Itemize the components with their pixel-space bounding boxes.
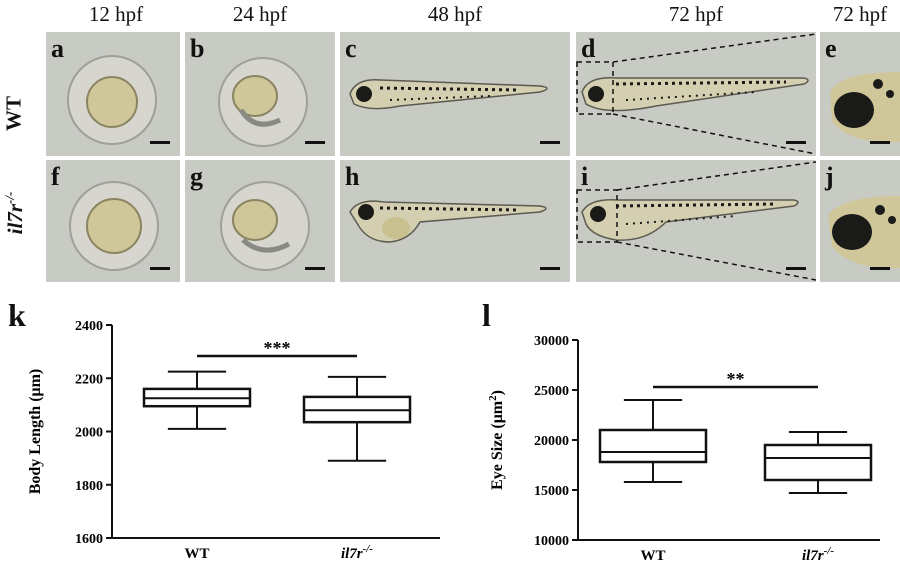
embryo-12hpf-wt <box>67 55 157 145</box>
panel-b: b <box>185 32 335 156</box>
larva-72hpf-mutant <box>576 161 816 281</box>
panel-letter: d <box>581 34 596 63</box>
y-tick-label: 25000 <box>534 384 569 399</box>
time-label-12hpf: 12 hpf <box>88 2 144 26</box>
time-label-48hpf: 48 hpf <box>427 2 483 26</box>
panel-letter: f <box>51 162 60 191</box>
panel-letter: j <box>825 162 834 191</box>
y-axis-label: Body Length (μm) <box>27 369 44 495</box>
time-label-24hpf: 24 hpf <box>232 2 288 26</box>
panel-letter: c <box>345 34 357 63</box>
larva-48hpf-wt <box>349 79 548 110</box>
row-label-wt: WT <box>1 96 26 132</box>
panel-i: i <box>576 160 816 282</box>
scale-bar <box>150 267 170 270</box>
time-label-72hpf-zoom: 72 hpf <box>832 2 888 26</box>
panel-letter: i <box>581 162 589 191</box>
panel-letter: a <box>51 34 64 63</box>
panel-letter: h <box>345 162 360 191</box>
significance-label: ** <box>727 369 745 389</box>
y-tick-label: 30000 <box>534 334 569 349</box>
time-label-72hpf: 72 hpf <box>668 2 724 26</box>
chart-letter-k: k <box>8 297 26 333</box>
significance-label: *** <box>264 338 291 358</box>
y-tick-label: 2400 <box>75 319 103 334</box>
y-tick-label: 2000 <box>75 426 103 441</box>
panel-a: a <box>46 32 180 156</box>
box <box>598 428 708 464</box>
x-category-label: il7r-/- <box>341 543 373 562</box>
chart-letter-l: l <box>482 297 491 333</box>
y-axis-label: Eye Size (μm2) <box>487 390 506 490</box>
scale-bar <box>305 267 325 270</box>
embryo-24hpf-mutant <box>220 181 310 271</box>
larva-head-zoom-wt <box>830 72 900 143</box>
panel-letter: b <box>190 34 205 63</box>
y-tick-label: 1800 <box>75 479 103 494</box>
y-tick-label: 2200 <box>75 372 103 387</box>
y-tick-label: 10000 <box>534 534 569 549</box>
panel-c: c <box>340 32 570 156</box>
scale-bar <box>305 141 325 144</box>
panel-j: j <box>820 160 900 282</box>
panel-d: d <box>576 32 816 156</box>
panel-h: h <box>340 160 570 282</box>
scale-bar <box>540 267 560 270</box>
larva-head-zoom-mutant <box>828 196 900 269</box>
panel-letter: e <box>825 34 837 63</box>
y-tick-label: 20000 <box>534 434 569 449</box>
scale-bar <box>786 141 806 144</box>
panel-f: f <box>46 160 180 282</box>
scale-bar <box>870 141 890 144</box>
chart-body-length: 1600 1800 2000 2200 2400 Body Length (μm) WT il… <box>27 319 440 562</box>
chart-eye-size: 10000 15000 20000 25000 30000 Eye Size (μm2) W… <box>487 334 880 564</box>
scale-bar <box>870 267 890 270</box>
row-label-mutant: il7r-/- <box>2 191 27 235</box>
x-category-label: WT <box>640 548 665 564</box>
scale-bar <box>786 267 806 270</box>
embryo-12hpf-mutant <box>69 181 159 271</box>
scale-bar <box>540 141 560 144</box>
embryo-24hpf-wt <box>218 57 308 147</box>
box <box>763 443 873 482</box>
larva-48hpf-mutant <box>349 200 547 243</box>
scale-bar <box>150 141 170 144</box>
panel-e: e <box>820 32 900 156</box>
y-tick-label: 1600 <box>75 532 103 547</box>
x-category-label: il7r-/- <box>802 545 834 564</box>
y-tick-label: 15000 <box>534 484 569 499</box>
panel-letter: g <box>190 162 203 191</box>
larva-72hpf-wt <box>576 33 816 155</box>
x-category-label: WT <box>184 546 209 562</box>
panel-g: g <box>185 160 335 282</box>
